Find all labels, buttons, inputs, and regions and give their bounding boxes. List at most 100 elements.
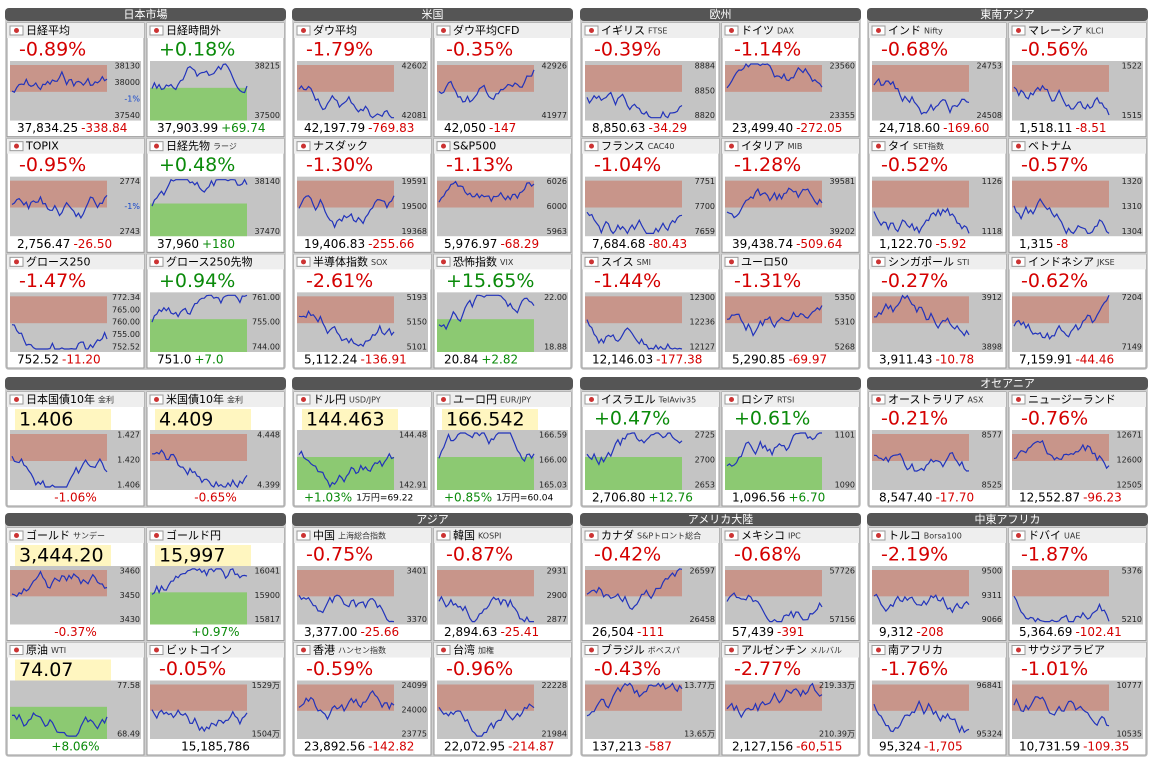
axis-label: 755.00 [112,330,140,339]
chart-fill [725,457,822,490]
axis-label: 2653 [695,481,715,490]
tile-name: マレーシア [1028,24,1083,37]
footer [1010,739,1145,754]
price: 37,903.99 [157,121,218,135]
axis-label: 23775 [402,730,427,739]
price: 1,315 [1019,237,1053,251]
axis-label: 6000 [547,202,567,211]
group-header [292,377,573,390]
axis-label: 9311 [982,591,1002,600]
change: +2.82 [481,353,518,367]
change: +69.74 [221,121,265,135]
flag-dot [14,259,19,265]
tile-code: ラージ [213,142,237,151]
chart-fill [10,706,107,739]
change-pct: +0.61% [734,408,810,430]
sparkline-decor [298,450,395,489]
axis-label: 1126 [982,177,1002,186]
axis-label: 2743 [120,227,140,236]
change: -111 [637,625,664,639]
tile-name: サウジアラビア [1028,644,1105,657]
tile-code: IPC [788,532,801,541]
change-pct: +8.06% [51,740,99,754]
sparkline-decor [1013,696,1110,727]
change-pct: -1.14% [734,39,801,61]
axis-label: 19591 [402,177,427,186]
axis-label: 3430 [120,615,140,624]
flag-dot [876,259,881,265]
group-title: アジア [416,513,449,526]
sparkline-decor [726,305,823,337]
tile-header [294,23,431,38]
axis-label: 6026 [547,177,567,186]
change-pct: +0.94% [159,270,235,292]
chart-fill [297,180,394,208]
axis-label: 12300 [690,293,715,302]
tile-header [582,138,719,154]
price: 42,197.79 [304,121,365,135]
axis-label: 77.58 [117,681,140,690]
price: 23,892.56 [304,740,365,754]
axis-label: 3370 [407,615,427,624]
axis-label: 765.00 [112,305,140,314]
flag-dot [14,533,19,538]
footer [8,120,143,136]
change: -11.20 [62,353,101,367]
tile-header [7,23,144,38]
sparkline-decor [438,432,535,463]
flag-dot [589,28,594,33]
sparkline-decor [586,319,683,350]
tile-header [294,138,431,154]
footer [583,120,718,136]
tile-header [722,392,859,407]
axis-label: 38140 [255,177,280,186]
change: -25.41 [500,625,539,639]
price: 39,438.74 [732,237,793,251]
chart-fill [725,684,822,711]
change-pct: -0.27% [881,270,948,292]
chart-fill [872,570,969,597]
axis-label: 2725 [695,431,715,440]
price: 7,159.91 [1019,353,1072,367]
change-pct: -0.39% [594,39,661,61]
flag-dot [1016,143,1021,149]
tile-name: 恐怖指数 [453,254,497,268]
tile-header [147,138,284,154]
axis-label: 1.427 [117,431,140,440]
sparkline-decor [151,449,248,489]
group-header [867,8,1148,21]
change-pct: -0.56% [1021,39,1088,61]
footer [1010,120,1145,136]
axis-label: 1310 [1122,202,1142,211]
value: 4.409 [159,409,213,431]
tile-header [147,392,284,407]
footer [435,352,570,367]
footer [8,739,143,754]
sparkline-decor [586,211,683,235]
price: 5,112.24 [304,353,357,367]
change-pct: +15.65% [446,270,534,292]
tile-name: 日経先物 [166,139,210,153]
sparkline-decor [873,451,970,472]
axis-label: 2877 [547,615,567,624]
flag-dot [876,143,881,149]
value-highlight [15,545,111,566]
chart-fill [872,684,969,711]
price: 3,911.43 [879,353,932,367]
axis-label: 23355 [830,111,855,120]
footer [1010,624,1145,640]
tile-header [869,254,1006,270]
tile-header [147,23,284,38]
sparkline-decor [298,195,395,229]
sparkline-decor [11,70,108,93]
axis-label: 772.34 [112,293,140,302]
sparkline-decor [1013,197,1110,235]
axis-label: 22228 [542,681,567,690]
price: 2,706.80 [592,491,645,505]
price: 22,072.95 [444,740,505,754]
change: -208 [916,625,943,639]
sparkline-decor [438,703,535,737]
axis-label: 39581 [830,177,855,186]
change: -8.51 [1075,121,1106,135]
tile-name: S&P500 [453,140,496,153]
